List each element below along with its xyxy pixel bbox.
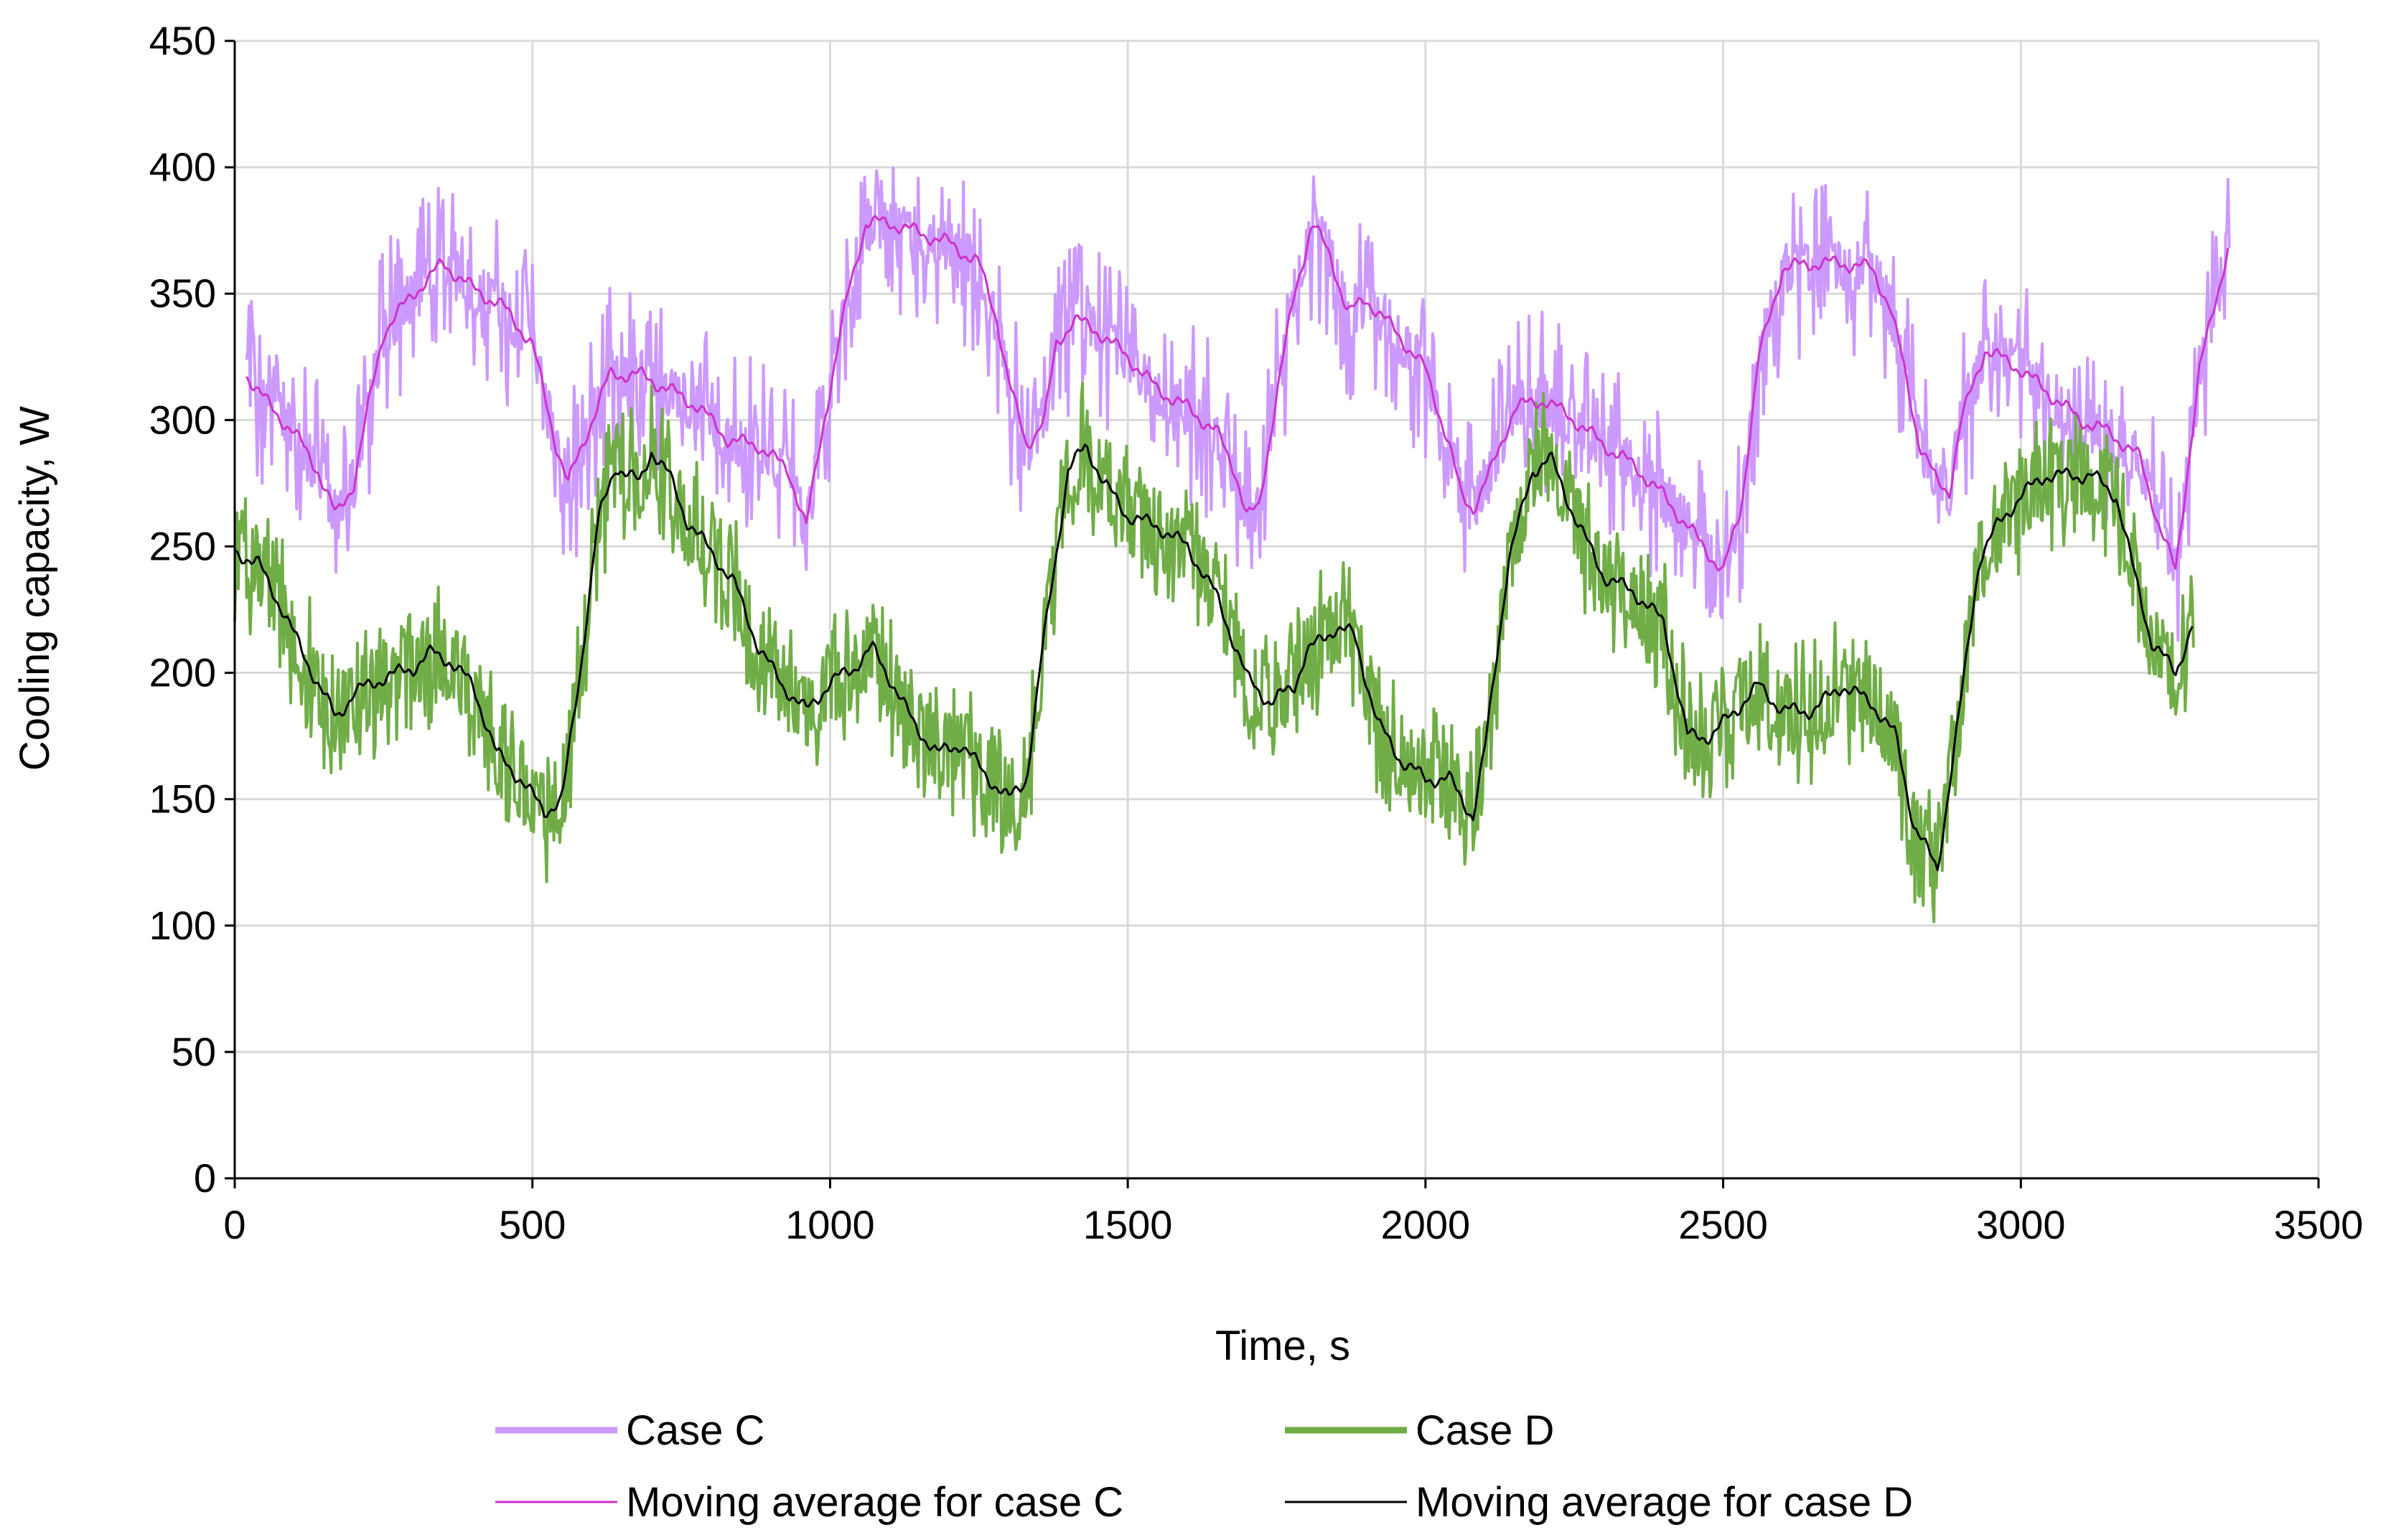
x-tick-label: 2500 xyxy=(1678,1202,1768,1247)
y-axis-title: Cooling capacity, W xyxy=(11,406,58,771)
x-tick-label: 3000 xyxy=(1976,1202,2066,1247)
axes: 0 50 100 150 200 250 300 350 400 450 0 500 1000 1500 2… xyxy=(149,18,2364,1247)
x-tick-label: 1500 xyxy=(1083,1202,1173,1247)
legend-label-case-c: Case C xyxy=(626,1407,764,1454)
y-tick-label: 50 xyxy=(172,1029,216,1074)
y-tick-label: 350 xyxy=(149,271,216,316)
legend-label-ma-case-c: Moving average for case C xyxy=(626,1479,1123,1526)
y-tick-label: 150 xyxy=(149,776,216,822)
y-tick-label: 450 xyxy=(149,18,216,63)
x-tick-label: 1000 xyxy=(785,1202,875,1247)
x-axis-title: Time, s xyxy=(1215,1323,1350,1369)
series-line-case-d xyxy=(233,382,2195,924)
y-tick-label: 400 xyxy=(149,144,216,189)
series-line-moving-average-case-c xyxy=(245,215,2230,572)
x-tick-label: 0 xyxy=(223,1202,245,1247)
y-tick-label: 0 xyxy=(194,1155,216,1201)
legend: Case C Case D Moving average for case C … xyxy=(495,1407,1913,1526)
y-tick-label: 300 xyxy=(149,397,216,442)
x-tick-label: 3500 xyxy=(2274,1202,2364,1247)
y-tick-label: 100 xyxy=(149,903,216,948)
legend-label-case-d: Case D xyxy=(1416,1407,1554,1454)
legend-label-ma-case-d: Moving average for case D xyxy=(1416,1479,1913,1526)
plot-area xyxy=(233,166,2231,924)
y-tick-label: 250 xyxy=(149,523,216,568)
series-line-case-c xyxy=(245,166,2231,642)
x-tick-label: 2000 xyxy=(1381,1202,1471,1247)
x-tick-label: 500 xyxy=(499,1202,566,1247)
y-tick-label: 200 xyxy=(149,650,216,695)
series-line-moving-average-case-d xyxy=(234,443,2194,871)
